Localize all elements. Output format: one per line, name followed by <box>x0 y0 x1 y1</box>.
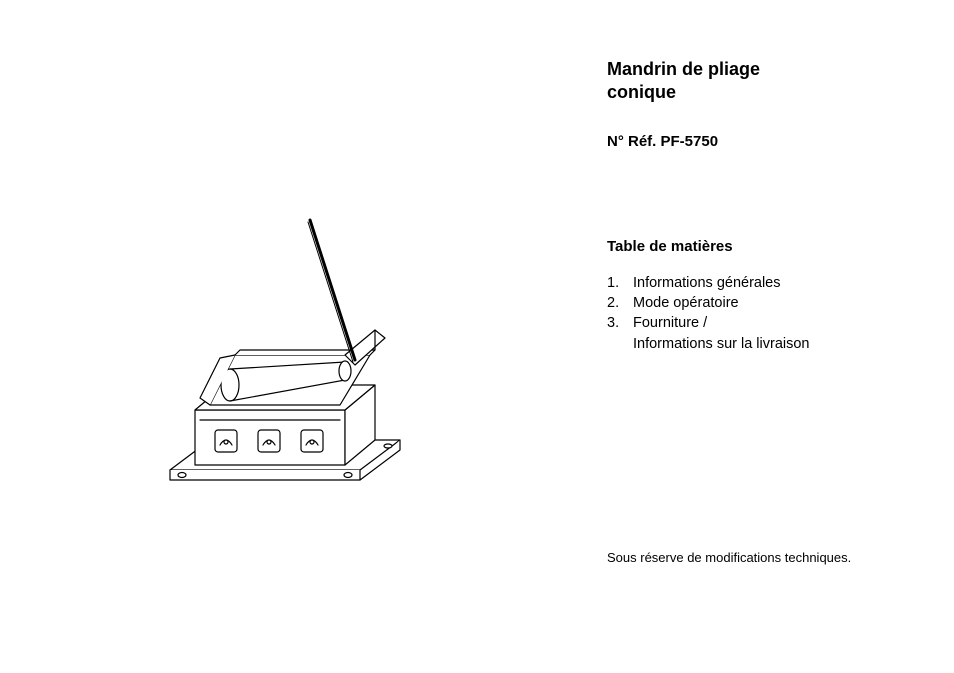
title-line-1: Mandrin de pliage <box>607 59 760 79</box>
document-title: Mandrin de pliage conique <box>607 58 914 105</box>
toc-list: 1. Informations générales 2. Mode opérat… <box>607 273 914 354</box>
toc-item: 3. Fourniture /Informations sur la livra… <box>607 313 914 354</box>
toc-item-text: Fourniture /Informations sur la livraiso… <box>633 313 914 354</box>
toc-item-number: 1. <box>607 273 633 293</box>
title-line-2: conique <box>607 82 676 102</box>
toc-item: 1. Informations générales <box>607 273 914 293</box>
reference-number: N° Réf. PF-5750 <box>607 133 914 150</box>
left-column <box>0 0 477 673</box>
toc-item-text: Informations générales <box>633 273 914 293</box>
page: Mandrin de pliage conique N° Réf. PF-575… <box>0 0 954 673</box>
toc-item: 2. Mode opératoire <box>607 293 914 313</box>
toc-item-number: 2. <box>607 293 633 313</box>
footnote: Sous réserve de modifications techniques… <box>607 550 851 565</box>
toc-item-number: 3. <box>607 313 633 354</box>
product-illustration <box>160 210 420 510</box>
toc-heading: Table de matières <box>607 238 914 255</box>
toc-item-text: Mode opératoire <box>633 293 914 313</box>
right-column: Mandrin de pliage conique N° Réf. PF-575… <box>477 0 954 673</box>
